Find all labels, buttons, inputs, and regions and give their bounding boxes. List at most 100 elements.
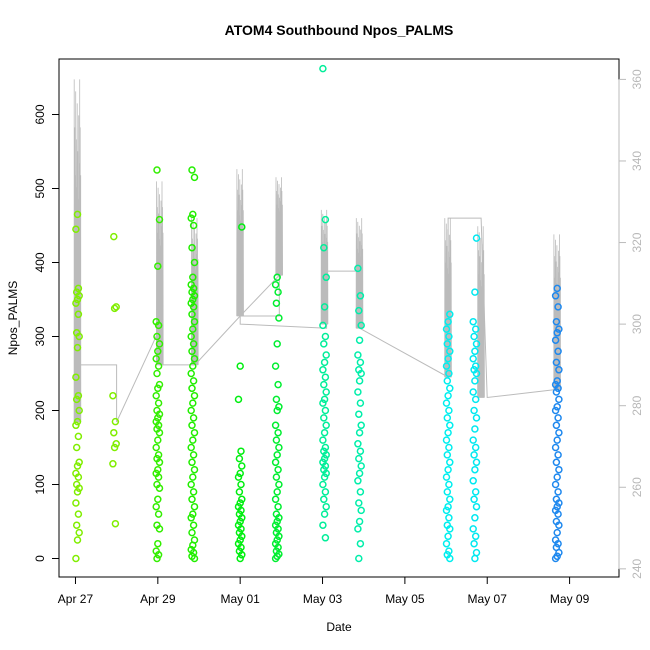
data-point: [444, 354, 452, 363]
data-point: [354, 351, 362, 359]
data-point: [553, 329, 561, 337]
data-point: [355, 410, 363, 418]
data-point: [355, 517, 364, 526]
points-layer: [72, 64, 563, 563]
data-point: [355, 377, 364, 385]
data-point: [355, 554, 363, 563]
data-point: [273, 406, 281, 415]
data-point: [187, 214, 195, 222]
data-point: [472, 234, 481, 242]
right-y-tick-label: 280: [630, 395, 644, 415]
data-point: [356, 539, 365, 548]
data-point: [152, 469, 160, 478]
data-point: [471, 362, 480, 370]
data-point: [234, 521, 243, 529]
data-point: [554, 451, 562, 459]
data-point: [320, 454, 329, 463]
data-point: [471, 395, 480, 404]
data-point: [189, 340, 198, 348]
data-point: [190, 173, 199, 182]
data-point: [188, 528, 196, 537]
x-tick-label: May 01: [220, 592, 260, 606]
data-point: [75, 458, 83, 467]
data-point: [552, 517, 561, 526]
data-point: [443, 521, 452, 529]
data-point: [272, 395, 281, 404]
data-point: [553, 473, 561, 481]
x-axis-label: Date: [326, 620, 352, 634]
x-tick-label: May 07: [468, 592, 508, 606]
data-point: [471, 377, 479, 385]
data-point: [275, 314, 283, 322]
data-point: [320, 495, 328, 504]
data-point: [190, 502, 199, 511]
data-point: [187, 369, 195, 378]
data-point: [320, 358, 329, 367]
data-point: [153, 166, 161, 174]
data-point: [357, 462, 365, 470]
data-point: [73, 210, 82, 219]
data-point: [187, 480, 195, 489]
data-point: [319, 321, 327, 330]
data-point: [444, 465, 452, 474]
data-point: [320, 380, 328, 389]
data-point: [321, 534, 330, 542]
right-y-tick-label: 300: [630, 314, 644, 334]
data-point: [469, 477, 477, 485]
data-point: [236, 499, 244, 507]
data-point: [271, 539, 280, 548]
y-tick-label: 600: [33, 104, 47, 124]
data-point: [551, 406, 560, 415]
data-point: [553, 552, 561, 561]
data-point: [355, 336, 364, 344]
data-point: [357, 421, 365, 430]
data-point: [237, 447, 245, 455]
data-point: [155, 380, 164, 389]
data-point: [553, 403, 561, 411]
data-point: [470, 406, 478, 415]
data-point: [551, 336, 560, 344]
data-point: [320, 340, 328, 348]
data-point: [445, 406, 453, 415]
data-point: [273, 488, 281, 496]
data-point: [446, 384, 454, 393]
data-point: [322, 351, 330, 359]
data-point: [153, 521, 161, 529]
data-point: [554, 303, 562, 311]
data-point: [271, 280, 280, 289]
data-point: [190, 317, 199, 326]
data-point: [72, 395, 81, 404]
data-point: [154, 510, 163, 518]
data-point: [356, 358, 365, 367]
data-point: [155, 215, 164, 224]
data-point: [154, 262, 162, 270]
data-point: [471, 443, 480, 452]
data-point: [355, 499, 363, 507]
data-point: [234, 473, 243, 481]
data-point: [73, 488, 82, 496]
data-point: [238, 462, 246, 470]
data-point: [472, 414, 481, 422]
data-point: [72, 499, 80, 507]
trajectory-spike: [477, 226, 485, 398]
data-point: [234, 395, 243, 404]
data-point: [320, 303, 329, 311]
data-point: [551, 506, 560, 515]
data-point: [189, 221, 198, 230]
y-tick-label: 200: [33, 400, 47, 420]
right-y-tick-label: 360: [630, 69, 644, 89]
data-point: [470, 332, 478, 341]
data-point: [354, 440, 362, 448]
data-point: [354, 525, 362, 533]
x-tick-label: May 05: [385, 592, 425, 606]
data-point: [320, 414, 328, 422]
data-point: [553, 528, 561, 537]
data-point: [320, 243, 328, 252]
data-point: [443, 414, 452, 422]
data-point: [356, 399, 365, 407]
right-y-tick-label: 340: [630, 151, 644, 171]
data-point: [322, 388, 330, 396]
data-point: [188, 310, 196, 319]
data-point: [274, 288, 282, 296]
data-point: [443, 377, 452, 385]
